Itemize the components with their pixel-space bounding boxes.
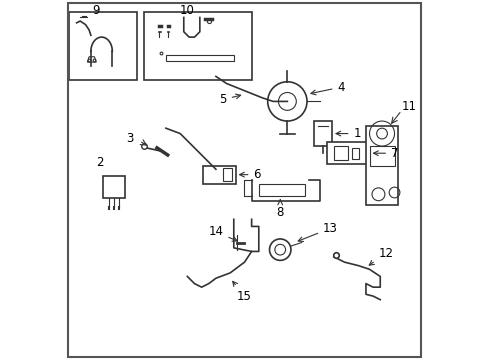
Text: 3: 3 (126, 132, 134, 145)
Bar (258, 184, 305, 196)
Bar (365, 126, 397, 205)
Bar (333, 146, 347, 160)
Text: 14: 14 (208, 225, 237, 241)
Text: 4: 4 (310, 81, 344, 95)
Bar (165, 55, 233, 62)
Text: 7: 7 (373, 147, 398, 160)
Text: 15: 15 (232, 282, 251, 303)
Text: 8: 8 (276, 200, 284, 219)
Text: 12: 12 (368, 247, 393, 265)
Bar (69, 12, 137, 80)
Text: 10: 10 (180, 4, 194, 17)
Bar (313, 121, 331, 146)
Bar (326, 143, 369, 164)
Bar (369, 146, 394, 166)
Bar (144, 12, 251, 80)
Text: 11: 11 (401, 100, 415, 113)
Bar (203, 166, 235, 184)
Text: 6: 6 (239, 168, 261, 181)
Text: 13: 13 (298, 222, 337, 242)
Text: 1: 1 (335, 127, 360, 140)
Bar (223, 168, 231, 181)
Bar (351, 148, 358, 158)
Bar (103, 176, 124, 198)
Text: 9: 9 (92, 4, 100, 17)
Text: 2: 2 (96, 156, 103, 168)
Text: 5: 5 (219, 93, 240, 106)
